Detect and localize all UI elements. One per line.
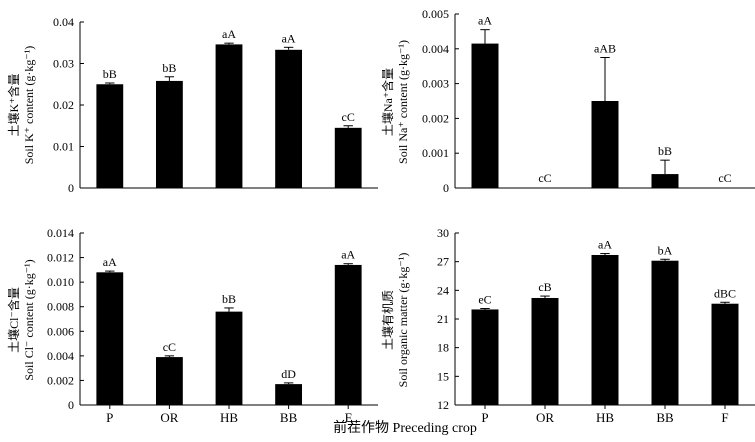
bar <box>215 44 243 188</box>
x-tick-label: BB <box>280 410 298 425</box>
y-tick-label: 0.006 <box>47 324 74 338</box>
significance-label: dD <box>281 367 296 381</box>
y-tick-label: 0.04 <box>53 15 74 29</box>
bar <box>275 384 303 405</box>
bar <box>334 264 362 405</box>
y-axis-label-cn: 土壤Cl⁻含量 <box>6 287 21 353</box>
y-axis-title: 土壤Cl⁻含量 Soil Cl⁻ content (g·kg⁻¹) <box>6 259 36 380</box>
y-tick-label: 0.02 <box>53 98 74 112</box>
y-tick-label: 27 <box>437 255 449 269</box>
bar <box>591 254 619 405</box>
significance-label: aA <box>103 255 117 269</box>
significance-label: aA <box>222 27 236 41</box>
y-tick-label: 0.014 <box>47 226 74 240</box>
significance-label: bA <box>658 243 673 257</box>
x-tick-label: OR <box>536 410 554 425</box>
bar <box>275 49 303 189</box>
bar <box>591 101 619 188</box>
y-tick-label: 0 <box>443 181 449 195</box>
significance-label: cB <box>538 280 551 294</box>
significance-label: aA <box>282 31 296 45</box>
bar <box>471 309 499 405</box>
significance-label: cC <box>538 171 551 185</box>
bar <box>155 80 183 188</box>
y-axis-title: 土壤K⁺含量 Soil K⁺ content (g·kg⁻¹) <box>6 46 36 165</box>
y-axis-label-en: Soil organic matter (g·kg⁻¹) <box>396 253 410 388</box>
y-tick-label: 30 <box>437 226 449 240</box>
x-tick-label: OR <box>160 410 178 425</box>
significance-label: bB <box>222 292 236 306</box>
y-tick-label: 0.005 <box>422 7 449 21</box>
significance-label: aA <box>341 248 355 262</box>
y-tick-label: 0 <box>68 181 74 195</box>
y-tick-label: 24 <box>437 283 449 297</box>
x-axis-label: 前茬作物 Preceding crop <box>333 419 477 436</box>
y-tick-label: 0.03 <box>53 57 74 71</box>
chart-panel-2: 0 0.001 0.002 0.003 0.004 0.005 aA cC aAB bB cC 土壤N… <box>380 7 755 195</box>
bar <box>651 174 679 188</box>
significance-label: cC <box>163 340 176 354</box>
bar <box>215 311 243 405</box>
chart-panel-1: 0 0.01 0.02 0.03 0.04 bB bB aA aA cC 土壤K⁺含量 Soil K⁺… <box>6 15 378 195</box>
significance-label: cC <box>718 171 731 185</box>
y-axis-label-cn: 土壤有机质 <box>380 290 395 350</box>
significance-label: bB <box>103 67 117 81</box>
y-axis-title: 土壤有机质 Soil organic matter (g·kg⁻¹) <box>380 253 410 388</box>
y-axis-label-en: Soil Na⁺ content (g·kg⁻¹) <box>396 40 410 164</box>
x-tick-label: F <box>721 410 728 425</box>
y-tick-label: 0.004 <box>47 349 74 363</box>
bar <box>471 43 499 188</box>
y-tick-label: 0.002 <box>422 111 449 125</box>
x-tick-label: HB <box>596 410 614 425</box>
x-tick-label: F <box>345 410 352 425</box>
y-tick-label: 0.012 <box>47 251 74 265</box>
chart-panel-4: 12 15 18 21 24 27 30 eC PcB OR aA HB bA BB dBC F 土壤有机质 So… <box>380 226 755 425</box>
significance-label: dBC <box>714 286 736 300</box>
y-tick-label: 15 <box>437 369 449 383</box>
x-tick-label: BB <box>656 410 674 425</box>
y-axis-label-cn: 土壤Na⁺含量 <box>380 68 395 136</box>
significance-label: eC <box>478 292 491 306</box>
y-axis-label-en: Soil K⁺ content (g·kg⁻¹) <box>22 46 36 165</box>
y-tick-label: 18 <box>437 341 449 355</box>
y-tick-label: 0.010 <box>47 275 74 289</box>
y-tick-label: 0.002 <box>47 373 74 387</box>
y-tick-label: 0.008 <box>47 300 74 314</box>
y-tick-label: 0.004 <box>422 42 449 56</box>
y-tick-label: 0.01 <box>53 140 74 154</box>
x-tick-label: P <box>106 410 113 425</box>
significance-label: bB <box>162 61 176 75</box>
significance-label: aAB <box>594 42 616 56</box>
bar <box>651 260 679 405</box>
y-tick-label: 0.003 <box>422 77 449 91</box>
y-tick-label: 0 <box>68 398 74 412</box>
bar <box>334 127 362 188</box>
x-tick-label: P <box>481 410 488 425</box>
y-tick-label: 12 <box>437 398 449 412</box>
chart-panel-3: 0 0.002 0.004 0.006 0.008 0.010 0.012 0.014 aA Pc… <box>6 226 378 425</box>
y-axis-title: 土壤Na⁺含量 Soil Na⁺ content (g·kg⁻¹) <box>380 40 410 164</box>
y-tick-label: 21 <box>437 312 449 326</box>
y-axis-label-cn: 土壤K⁺含量 <box>6 73 21 136</box>
bar <box>711 303 739 405</box>
bar <box>96 84 124 188</box>
y-axis-label-en: Soil Cl⁻ content (g·kg⁻¹) <box>22 259 36 380</box>
significance-label: bB <box>658 144 672 158</box>
bar <box>531 297 559 405</box>
y-tick-label: 0.001 <box>422 146 449 160</box>
bar <box>96 272 124 405</box>
bar <box>155 357 183 405</box>
x-tick-label: HB <box>220 410 238 425</box>
significance-label: aA <box>478 14 492 28</box>
significance-label: aA <box>598 238 612 252</box>
significance-label: cC <box>342 110 355 124</box>
